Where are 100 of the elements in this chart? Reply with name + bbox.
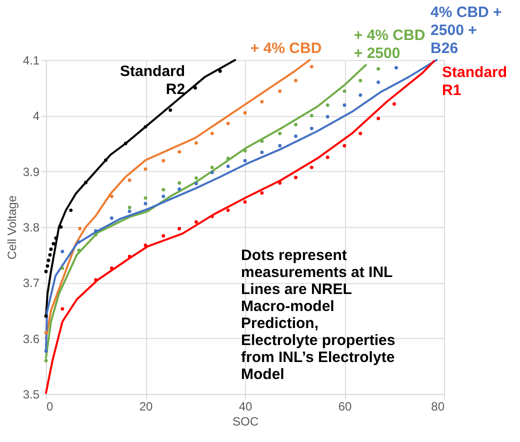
point	[226, 122, 230, 126]
point	[394, 66, 398, 70]
point	[226, 208, 230, 212]
series-label: 4% CBD + 2500 + B26	[430, 4, 502, 57]
point	[326, 115, 330, 119]
point	[84, 180, 88, 184]
point	[94, 233, 98, 237]
point	[260, 100, 264, 104]
series-label: + 4% CBD	[250, 40, 322, 57]
point	[210, 132, 214, 136]
y-tick-label: 3.5	[22, 388, 40, 402]
point	[178, 226, 182, 230]
point	[124, 142, 128, 146]
point	[110, 194, 114, 198]
point	[144, 125, 148, 129]
point	[77, 248, 81, 252]
point	[194, 182, 198, 186]
point	[226, 156, 230, 160]
point	[128, 178, 132, 182]
point	[278, 181, 282, 185]
point	[358, 78, 362, 82]
point	[178, 181, 182, 185]
point	[60, 307, 64, 311]
point	[110, 216, 114, 220]
point	[278, 132, 282, 136]
point	[210, 170, 214, 174]
x-tick-label: 40	[238, 400, 252, 414]
point	[128, 210, 132, 214]
point	[44, 314, 48, 318]
point	[162, 194, 166, 198]
point	[44, 358, 48, 362]
point	[243, 149, 247, 152]
point	[342, 103, 346, 107]
point	[310, 126, 314, 130]
point	[144, 244, 148, 248]
point	[110, 266, 114, 270]
point	[44, 331, 48, 334]
point	[194, 86, 197, 90]
y-tick-label: 4	[32, 109, 40, 124]
point	[194, 141, 198, 145]
point	[218, 69, 222, 73]
series-label: Standard R1	[442, 64, 508, 100]
point	[194, 220, 198, 224]
point	[104, 158, 108, 162]
point	[243, 111, 247, 115]
line-series	[45, 59, 236, 318]
point	[260, 191, 264, 195]
y-tick-label: 3.7	[22, 276, 40, 290]
point	[94, 278, 98, 282]
point	[78, 226, 82, 230]
point	[392, 102, 396, 106]
point	[59, 225, 63, 229]
point	[162, 159, 166, 162]
point	[54, 236, 58, 240]
point	[69, 208, 73, 212]
x-tick-label: 20	[139, 400, 153, 414]
point	[376, 67, 380, 71]
y-tick-label: 3.8	[22, 220, 40, 234]
point	[60, 250, 64, 254]
point	[243, 159, 247, 162]
point	[294, 122, 298, 126]
y-tick-label: 4.1	[22, 54, 40, 68]
series-label: Standard R2	[120, 63, 186, 98]
annotation: Dots represent measurements at INL	[241, 247, 393, 281]
point	[49, 248, 53, 251]
point	[52, 242, 56, 246]
point	[260, 140, 264, 143]
x-axis-title: SOC	[232, 414, 259, 428]
point	[144, 196, 148, 200]
point	[376, 116, 380, 120]
x-tick-label: 80	[431, 400, 445, 414]
point	[210, 214, 214, 218]
point	[294, 78, 298, 82]
point	[46, 258, 50, 262]
x-tick-label: 0	[46, 400, 54, 414]
series-label: + 4% CBD + 2500	[354, 27, 426, 62]
point	[46, 264, 50, 268]
point	[48, 253, 52, 257]
y-axis-title: Cell Voltage	[4, 195, 19, 260]
point	[294, 134, 298, 138]
point	[210, 166, 214, 170]
point	[326, 103, 330, 107]
point	[77, 240, 81, 244]
point	[326, 156, 330, 160]
point	[44, 349, 48, 353]
point	[60, 266, 64, 270]
x-tick-label: 60	[338, 400, 352, 414]
point	[178, 150, 182, 154]
y-tick-label: 3.6	[22, 332, 40, 346]
point	[162, 234, 166, 238]
point	[358, 93, 362, 97]
point	[342, 89, 346, 93]
point	[144, 202, 148, 206]
point	[168, 108, 172, 112]
point	[342, 144, 346, 148]
point	[226, 164, 230, 168]
point	[44, 270, 48, 274]
y-tick-label: 3.9	[22, 164, 40, 179]
point	[162, 188, 166, 192]
point	[128, 254, 132, 258]
